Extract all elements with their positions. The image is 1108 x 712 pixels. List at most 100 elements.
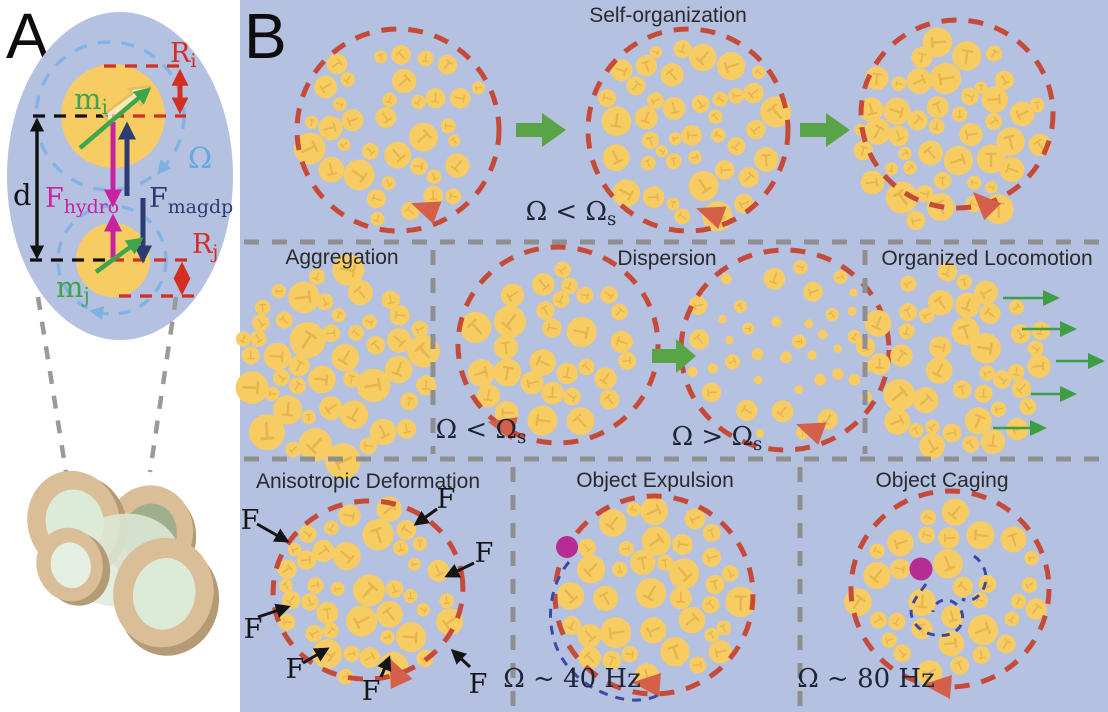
particle xyxy=(979,365,995,381)
particle xyxy=(952,576,973,598)
particle-mark-icon xyxy=(636,556,647,570)
particle-mark-icon xyxy=(466,318,483,335)
particle xyxy=(701,547,722,568)
particle-mark-icon xyxy=(720,166,731,175)
particle xyxy=(440,118,456,134)
particle-mark-icon xyxy=(1031,345,1040,353)
particle-body xyxy=(832,368,844,380)
particle xyxy=(618,541,634,557)
particle-mark-icon xyxy=(1033,138,1044,151)
particle-mark-icon xyxy=(850,332,857,341)
particle xyxy=(752,65,766,80)
particle xyxy=(416,603,430,617)
particle xyxy=(630,549,656,576)
particle-mark-icon xyxy=(889,107,904,118)
particle-mark-icon xyxy=(1015,597,1023,606)
particle xyxy=(869,611,887,629)
particle xyxy=(716,620,732,636)
particle xyxy=(771,400,794,423)
particle xyxy=(467,359,496,387)
transition-arrow-1-icon xyxy=(516,113,566,147)
particle xyxy=(254,299,271,315)
particle-mark-icon xyxy=(303,530,313,539)
particle xyxy=(287,542,302,557)
particle-mark-icon xyxy=(282,581,289,590)
rotation-direction-arrowhead xyxy=(696,206,727,230)
particle-body xyxy=(771,316,782,327)
particle xyxy=(366,335,386,355)
particle xyxy=(610,303,628,321)
particle xyxy=(702,524,721,542)
rotation-arrowhead-j-icon xyxy=(89,306,105,320)
particle-mark-icon xyxy=(984,579,992,589)
particle xyxy=(396,622,426,653)
particle-mark-icon xyxy=(961,48,974,65)
particle-mark-icon xyxy=(836,273,844,280)
particle xyxy=(412,536,427,551)
particle-body xyxy=(794,385,804,395)
particle xyxy=(771,316,782,327)
particle-mark-icon xyxy=(714,648,727,658)
particle xyxy=(906,68,933,94)
particle xyxy=(527,405,558,436)
particle-mark-icon xyxy=(383,633,392,640)
particle xyxy=(307,577,324,594)
particle-mark-icon xyxy=(402,631,418,644)
particle xyxy=(684,508,706,530)
particle xyxy=(476,384,501,408)
particle-mark-icon xyxy=(761,154,772,167)
particle-mark-icon xyxy=(558,266,567,275)
force-label: F xyxy=(437,484,456,515)
particle-mark-icon xyxy=(583,651,595,663)
particle-body xyxy=(753,375,763,385)
particle-mark-icon xyxy=(991,49,999,58)
particle xyxy=(370,211,385,226)
particle xyxy=(974,81,988,94)
particle-mark-icon xyxy=(609,112,622,129)
particle-mark-icon xyxy=(744,326,752,332)
particle-mark-icon xyxy=(646,626,661,638)
particle-mark-icon xyxy=(893,188,908,206)
particle-mark-icon xyxy=(1033,101,1040,110)
particle xyxy=(807,350,817,360)
particle-mark-icon xyxy=(366,147,375,156)
particle-mark-icon xyxy=(707,388,718,397)
particle-mark-icon xyxy=(286,595,295,605)
particle-body xyxy=(751,348,764,360)
title-object-caging: Object Caging xyxy=(875,469,1008,492)
particle-mark-icon xyxy=(890,414,905,426)
particle-mark-icon xyxy=(624,651,634,658)
particle xyxy=(701,382,722,403)
rotation-direction-arrowhead xyxy=(972,191,1002,221)
particle-mark-icon xyxy=(343,512,355,521)
particle-mark-icon xyxy=(997,375,1008,385)
particle-mark-icon xyxy=(1025,582,1034,590)
particle-mark-icon xyxy=(608,655,617,666)
particle-mark-icon xyxy=(308,119,315,127)
particle xyxy=(359,437,377,455)
particle-mark-icon xyxy=(381,112,392,124)
particle-mark-icon xyxy=(501,314,517,331)
particle-mark-icon xyxy=(667,644,679,660)
particle-mark-icon xyxy=(268,390,277,397)
particle xyxy=(962,435,980,453)
particle xyxy=(742,322,755,335)
particle xyxy=(640,497,669,526)
particle-mark-icon xyxy=(670,200,677,208)
particle-mark-icon xyxy=(949,610,958,623)
particle xyxy=(721,565,739,582)
particle xyxy=(381,176,396,190)
particle xyxy=(899,303,917,322)
rotation-boundary-ring xyxy=(270,498,466,682)
particle-mark-icon xyxy=(247,350,255,360)
particle-mark-icon xyxy=(693,333,704,345)
particle-mark-icon xyxy=(617,564,624,574)
particle-mark-icon xyxy=(288,446,297,454)
particle-mark-icon xyxy=(334,586,342,592)
cluster-aggregation xyxy=(235,253,440,479)
magnetic-force-label: Fmagdp xyxy=(149,183,233,218)
particle xyxy=(626,502,641,517)
particle xyxy=(688,296,708,315)
particle-mark-icon xyxy=(239,334,246,344)
particle-mark-icon xyxy=(429,189,438,200)
